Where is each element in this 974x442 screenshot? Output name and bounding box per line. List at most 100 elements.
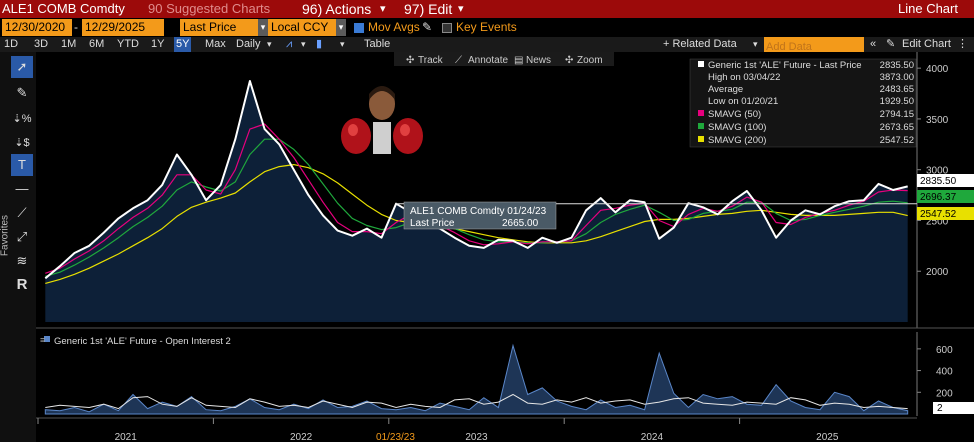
channel-icon[interactable]: ≋ xyxy=(16,253,28,268)
start-date-field[interactable]: 12/30/2020 xyxy=(2,19,72,36)
actions-dropdown-icon[interactable]: ▾ xyxy=(380,3,386,15)
frequency-select[interactable]: Daily xyxy=(236,38,261,50)
chart-style-dropdown-icon[interactable]: ▾ xyxy=(301,39,306,49)
period-1m[interactable]: 1M xyxy=(61,38,77,50)
key-events-checkbox[interactable] xyxy=(442,23,452,33)
legend-sma200-label: SMAVG (200) xyxy=(708,135,766,146)
price-y-tick-label: 4000 xyxy=(926,64,949,75)
period-1d[interactable]: 1D xyxy=(4,38,19,50)
edit-chart-icon[interactable]: ✎ xyxy=(886,38,896,50)
legend-sma100-label: SMAVG (100) xyxy=(708,122,766,133)
table-button[interactable]: Table xyxy=(364,38,391,50)
price-change-icon[interactable]: ⇣$ xyxy=(14,137,30,149)
legend-sma50-swatch xyxy=(698,110,704,116)
news-icon[interactable]: ▤ xyxy=(514,55,523,66)
ray-line-icon[interactable]: ⤢ xyxy=(16,229,28,244)
oi-last-tag-text: 2 xyxy=(937,403,943,414)
mov-avgs-label[interactable]: Mov Avgs xyxy=(368,20,420,34)
sma50-line xyxy=(45,123,908,274)
edit-menu[interactable]: 97) Edit xyxy=(404,1,453,17)
sma100-tag-text: 2696.37 xyxy=(920,192,957,203)
period-ytd[interactable]: YTD xyxy=(117,38,139,50)
collapse-icon[interactable]: « xyxy=(870,38,877,50)
period-3d[interactable]: 3D xyxy=(34,38,49,50)
crosshair-icon[interactable]: ✣ xyxy=(406,55,414,66)
sma200-tag-text: 2547.52 xyxy=(920,209,957,220)
frequency-dropdown-icon[interactable]: ▾ xyxy=(267,39,272,49)
annotate-pen-icon[interactable]: ⟋ xyxy=(455,55,462,66)
period-5y[interactable]: 5Y xyxy=(174,37,192,52)
trend-line-icon[interactable]: ⟋ xyxy=(17,205,27,220)
pen-icon[interactable]: ✎ xyxy=(16,85,28,100)
x-year-label: 2024 xyxy=(641,432,664,442)
oi-y-tick-label: 600 xyxy=(936,345,953,356)
edit-chart-button[interactable]: Edit Chart xyxy=(902,38,951,50)
regression-icon[interactable]: R xyxy=(16,276,28,293)
currency-dropdown-icon[interactable]: ▾ xyxy=(336,19,346,36)
drawing-toolbar: Favorites ➚ ✎ ⇣% ⇣$ T — ⟋ ⤢ ≋ R xyxy=(0,52,36,442)
horizontal-line-icon[interactable]: — xyxy=(15,181,29,196)
legend-average-value: 2483.65 xyxy=(880,84,914,95)
mov-avgs-checkbox[interactable] xyxy=(354,23,364,33)
add-data-placeholder: Add Data xyxy=(766,41,812,53)
ticker-label[interactable]: ALE1 COMB Comdty xyxy=(2,1,125,16)
oi-legend-swatch xyxy=(44,336,50,342)
price-y-tick-label: 2500 xyxy=(926,216,949,227)
percent-change-icon[interactable]: ⇣% xyxy=(12,113,32,125)
control-bar: 12/30/2020 - 12/29/2025 Last Price ▾ Loc… xyxy=(0,18,974,37)
legend-sma50-label: SMAVG (50) xyxy=(708,109,761,120)
track-button[interactable]: Track xyxy=(418,55,444,66)
legend-sma100-swatch xyxy=(698,123,704,129)
legend-title-value: 2835.50 xyxy=(880,60,914,71)
x-year-label: 2022 xyxy=(290,432,313,442)
price-y-tick-label: 2000 xyxy=(926,267,949,278)
chart-canvas[interactable]: ✣ Track ⟋ Annotate ▤ News ✣ Zoom 2000 250… xyxy=(36,52,974,442)
price-line xyxy=(44,80,908,280)
open-interest-y-axis: 200 400 600 xyxy=(917,345,953,399)
oi-legend-menu-icon[interactable]: ≡ xyxy=(40,335,45,345)
bar-style-dropdown-icon[interactable]: ▾ xyxy=(340,39,345,49)
actions-menu[interactable]: 96) Actions xyxy=(302,1,372,17)
last-price-tag xyxy=(917,174,974,187)
oi-average-line xyxy=(45,393,908,410)
sma200-line xyxy=(45,163,908,284)
favorites-label: Favorites xyxy=(0,214,11,257)
period-6m[interactable]: 6M xyxy=(89,38,105,50)
cursor-date-text: 01/23/23 xyxy=(376,432,415,442)
text-tool-icon[interactable]: T xyxy=(11,154,33,176)
field-dropdown-icon[interactable]: ▾ xyxy=(258,19,268,36)
tooltip-label: Last Price xyxy=(410,218,455,229)
edit-dropdown-icon[interactable]: ▾ xyxy=(458,3,464,15)
suggested-charts-button[interactable]: 90 Suggested Charts xyxy=(148,1,271,16)
field-select[interactable]: Last Price xyxy=(180,19,258,36)
end-date-field[interactable]: 12/29/2025 xyxy=(82,19,164,36)
period-bar: 1D 3D 1M 6M YTD 1Y 5Y Max Daily ▾ ⩘ ▾ ▮ … xyxy=(0,37,974,53)
legend-sma50-value: 2794.15 xyxy=(880,109,914,120)
legend-high-value: 3873.00 xyxy=(880,72,914,83)
boxer-avatar-icon xyxy=(341,86,423,154)
key-events-label[interactable]: Key Events xyxy=(456,20,517,34)
related-data-button[interactable]: + Related Data xyxy=(663,38,737,50)
price-area-fill xyxy=(45,81,908,322)
zoom-button[interactable]: Zoom xyxy=(577,55,603,66)
annotate-button[interactable]: Annotate xyxy=(468,55,508,66)
tooltip-box xyxy=(403,201,557,230)
pointer-icon[interactable]: ➚ xyxy=(11,56,33,78)
tooltip-line1: ALE1 COMB Comdty 01/24/23 xyxy=(410,206,547,217)
sma100-tag xyxy=(917,190,974,203)
add-data-input[interactable]: Add Data xyxy=(764,37,864,53)
related-data-dropdown-icon[interactable]: ▾ xyxy=(753,39,758,49)
zoom-icon[interactable]: ✣ xyxy=(565,55,573,66)
news-button[interactable]: News xyxy=(526,55,551,66)
period-max[interactable]: Max xyxy=(205,38,226,50)
more-options-icon[interactable]: ⋮ xyxy=(957,38,968,50)
favorites-tab[interactable]: Favorites xyxy=(0,180,11,300)
bar-chart-icon[interactable]: ▮ xyxy=(316,38,323,50)
period-1y[interactable]: 1Y xyxy=(151,38,165,50)
sma200-tag xyxy=(917,207,974,220)
legend-low-value: 1929.50 xyxy=(880,96,914,107)
legend-box xyxy=(689,58,917,148)
currency-select[interactable]: Local CCY xyxy=(268,19,336,36)
pencil-icon[interactable]: ✎ xyxy=(422,20,433,34)
line-chart-icon[interactable]: ⩘ xyxy=(286,38,293,50)
